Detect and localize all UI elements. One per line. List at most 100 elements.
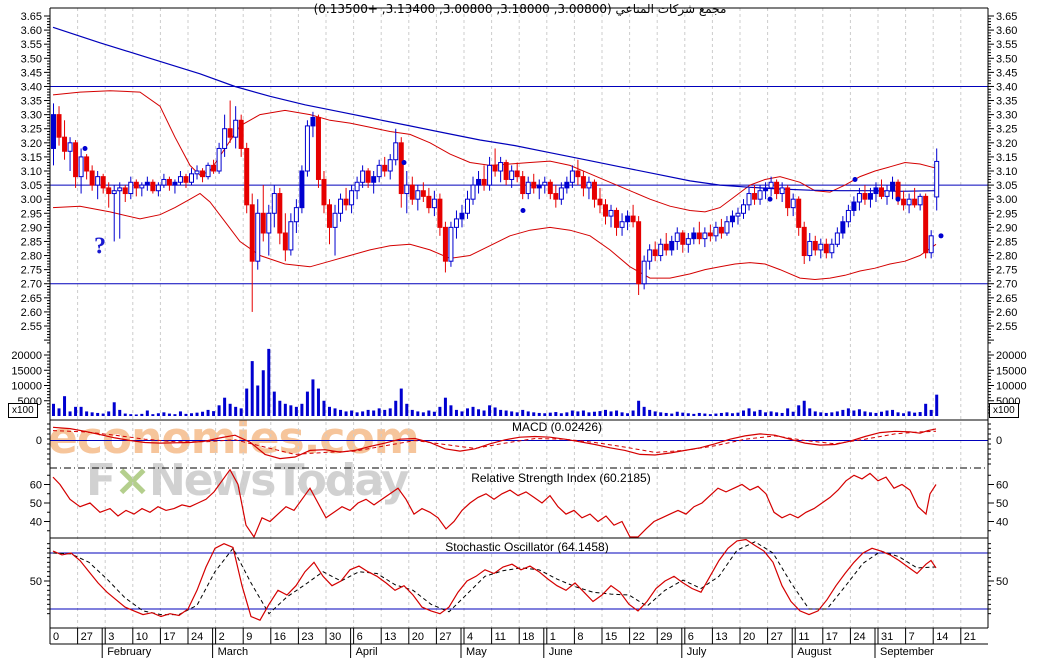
candle — [591, 181, 597, 200]
candle — [122, 187, 128, 195]
candle — [669, 240, 675, 251]
svg-text:17: 17 — [163, 631, 175, 643]
candle — [155, 184, 161, 192]
candle — [856, 193, 862, 203]
candle — [785, 187, 791, 209]
candle — [558, 187, 564, 200]
candle — [476, 178, 482, 186]
svg-text:3.50: 3.50 — [21, 53, 42, 65]
candle — [718, 226, 724, 234]
candle — [189, 173, 194, 183]
svg-text:2.90: 2.90 — [21, 222, 42, 234]
candle — [608, 209, 614, 217]
candle — [144, 181, 150, 186]
candle — [647, 249, 653, 262]
candle — [514, 170, 520, 178]
candles — [51, 100, 940, 312]
svg-text:2.95: 2.95 — [996, 208, 1017, 220]
volume-bars — [52, 348, 939, 416]
candle — [293, 207, 299, 223]
candle — [575, 170, 581, 178]
svg-text:3.20: 3.20 — [996, 138, 1017, 150]
candle — [757, 190, 763, 200]
candle — [702, 232, 708, 240]
svg-text:3.30: 3.30 — [996, 110, 1017, 122]
candle — [244, 147, 250, 206]
candle — [619, 221, 625, 228]
svg-text:3.50: 3.50 — [996, 53, 1017, 65]
candle — [100, 176, 106, 189]
candle — [62, 136, 68, 152]
svg-text:0: 0 — [36, 435, 42, 447]
candle — [873, 187, 879, 195]
candle — [763, 187, 769, 192]
candle — [304, 125, 310, 172]
candle — [409, 184, 415, 200]
candle — [371, 176, 377, 183]
svg-text:2.80: 2.80 — [21, 251, 42, 263]
svg-text:3.40: 3.40 — [996, 81, 1017, 93]
svg-text:2.55: 2.55 — [996, 321, 1017, 333]
event-dots — [82, 145, 944, 239]
svg-text:27: 27 — [771, 631, 783, 643]
candle — [790, 198, 796, 209]
candle — [735, 212, 741, 217]
volume-unit-box-left: x100 — [8, 403, 38, 418]
svg-text:2.95: 2.95 — [21, 208, 42, 220]
svg-text:2.70: 2.70 — [21, 279, 42, 291]
candle — [139, 184, 145, 189]
svg-text:15000: 15000 — [11, 365, 42, 377]
candle — [630, 215, 636, 223]
candle — [917, 195, 923, 206]
svg-text:3.60: 3.60 — [996, 25, 1017, 37]
candle — [360, 170, 366, 183]
candle — [177, 176, 183, 183]
candle — [636, 221, 642, 285]
candle — [658, 243, 664, 257]
candle — [503, 162, 509, 180]
svg-text:14: 14 — [936, 631, 948, 643]
candle — [365, 170, 371, 183]
candle — [260, 212, 266, 234]
svg-text:9: 9 — [246, 631, 252, 643]
svg-text:3.15: 3.15 — [996, 152, 1017, 164]
candle — [746, 193, 752, 206]
svg-text:20000: 20000 — [11, 350, 42, 362]
watermark-fxnewstoday: F×NewsToday — [86, 459, 409, 503]
candle — [227, 128, 233, 138]
candle — [912, 198, 918, 206]
svg-text:8: 8 — [577, 631, 583, 643]
svg-text:3.40: 3.40 — [21, 81, 42, 93]
svg-text:50: 50 — [30, 498, 42, 510]
svg-text:10000: 10000 — [11, 381, 42, 393]
macd-panel — [50, 426, 988, 460]
svg-text:3.00: 3.00 — [21, 194, 42, 206]
svg-text:16: 16 — [274, 631, 286, 643]
candle — [426, 195, 432, 209]
candle — [106, 187, 112, 195]
svg-text:23: 23 — [301, 631, 313, 643]
svg-text:3.15: 3.15 — [21, 152, 42, 164]
candle — [901, 198, 907, 206]
svg-text:3.45: 3.45 — [21, 67, 42, 79]
svg-text:3.45: 3.45 — [996, 67, 1017, 79]
candle — [448, 226, 454, 262]
svg-text:3.55: 3.55 — [21, 39, 42, 51]
svg-text:2.75: 2.75 — [996, 265, 1017, 277]
candle — [56, 114, 62, 138]
svg-text:3.35: 3.35 — [21, 96, 42, 108]
svg-text:2.85: 2.85 — [996, 236, 1017, 248]
candle — [890, 181, 896, 192]
candle — [343, 198, 349, 206]
candle — [796, 198, 802, 228]
svg-text:1: 1 — [550, 631, 556, 643]
candle — [586, 181, 592, 189]
volume-unit-box-right: x100 — [989, 403, 1019, 418]
svg-text:20000: 20000 — [996, 350, 1027, 362]
svg-text:7: 7 — [909, 631, 915, 643]
candle — [349, 190, 355, 206]
candle — [851, 201, 857, 211]
candle — [183, 176, 189, 183]
svg-text:2.70: 2.70 — [996, 279, 1017, 291]
